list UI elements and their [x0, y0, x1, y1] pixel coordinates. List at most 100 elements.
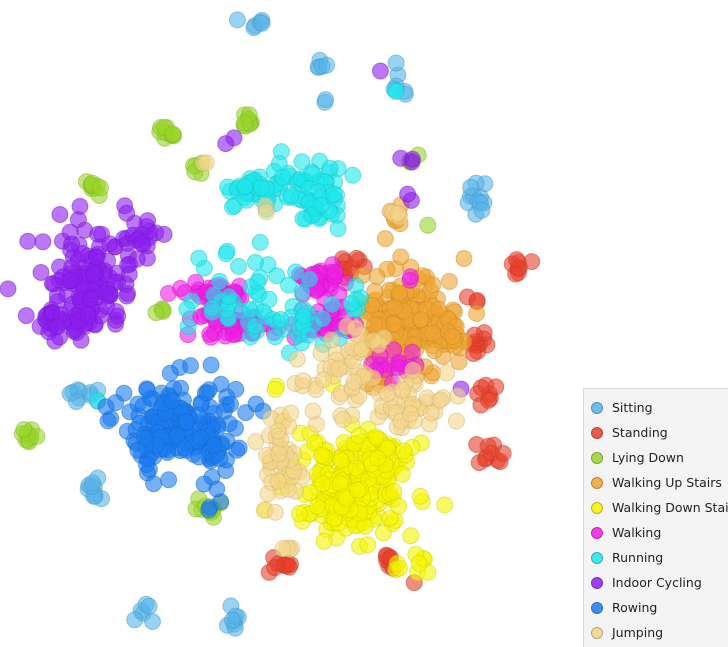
data-point — [402, 268, 419, 286]
legend-item-indoor-cycling: Indoor Cycling — [584, 570, 728, 595]
data-point — [487, 378, 505, 396]
data-point — [15, 421, 33, 438]
data-point — [88, 248, 106, 266]
data-point — [314, 310, 332, 328]
data-point — [315, 532, 333, 550]
data-point — [387, 54, 405, 72]
data-point — [323, 331, 340, 349]
legend-label: Walking Up Stairs — [612, 475, 722, 490]
data-point — [246, 253, 264, 271]
data-point — [389, 205, 407, 222]
data-point — [381, 509, 399, 527]
data-point — [198, 384, 216, 402]
data-point — [19, 232, 37, 250]
data-point — [348, 249, 365, 267]
data-point — [205, 437, 223, 455]
data-point — [107, 394, 125, 412]
legend-item-walking-down-stairs: Walking Down Stairs — [584, 495, 728, 520]
data-point — [144, 613, 161, 630]
data-point — [468, 304, 486, 322]
data-point — [223, 611, 241, 629]
data-point — [330, 360, 348, 378]
data-point — [34, 233, 52, 251]
series-lying-down — [13, 106, 437, 526]
data-point — [101, 286, 119, 303]
data-point — [424, 324, 442, 342]
data-point — [31, 317, 49, 335]
data-point — [368, 268, 386, 285]
data-point — [422, 404, 440, 422]
data-point — [17, 307, 35, 325]
data-point — [190, 249, 208, 267]
data-point — [161, 364, 179, 382]
data-point — [346, 319, 364, 337]
legend-item-rowing: Rowing — [584, 595, 728, 620]
legend-swatch — [591, 501, 603, 514]
data-point — [67, 393, 85, 411]
data-point — [134, 397, 152, 415]
data-point — [367, 428, 385, 446]
data-point — [269, 472, 287, 490]
data-point — [160, 471, 178, 489]
data-point — [325, 185, 343, 203]
data-point — [139, 212, 157, 230]
data-point — [259, 485, 277, 503]
data-point — [425, 342, 443, 360]
data-point — [49, 318, 67, 336]
data-point — [419, 216, 437, 234]
data-point — [118, 204, 136, 222]
data-point — [294, 210, 312, 228]
data-point — [270, 445, 288, 463]
legend-label: Standing — [612, 425, 668, 440]
data-point — [473, 201, 491, 219]
data-point — [313, 475, 331, 493]
legend-label: Sitting — [612, 400, 653, 415]
data-point — [350, 427, 368, 445]
series-rowing — [97, 356, 272, 519]
data-point — [132, 234, 150, 252]
data-point — [145, 475, 163, 493]
data-point — [313, 446, 331, 464]
data-point — [202, 356, 220, 374]
data-point — [390, 559, 408, 577]
data-point — [431, 391, 449, 409]
data-point — [182, 357, 199, 375]
data-point — [392, 149, 410, 167]
data-point — [266, 328, 284, 346]
data-point — [164, 125, 182, 143]
data-point — [0, 280, 17, 298]
data-point — [237, 404, 255, 422]
data-point — [371, 62, 389, 80]
data-point — [470, 454, 488, 472]
data-point — [253, 14, 271, 32]
data-point — [359, 536, 377, 554]
data-point — [92, 179, 109, 197]
data-point — [508, 251, 525, 269]
data-point — [253, 179, 270, 197]
data-point — [345, 373, 363, 391]
data-point — [385, 298, 403, 316]
data-point — [241, 301, 259, 318]
legend-item-jumping: Jumping — [584, 620, 728, 645]
legend-swatch — [591, 626, 603, 639]
data-point — [411, 487, 429, 505]
data-point — [317, 91, 335, 109]
series-sitting — [61, 11, 494, 637]
data-point — [379, 385, 397, 403]
data-point — [337, 490, 355, 508]
data-point — [210, 272, 228, 290]
data-point — [236, 114, 253, 132]
data-point — [147, 304, 165, 322]
data-point — [192, 429, 209, 447]
data-point — [348, 481, 366, 499]
data-point — [438, 364, 456, 382]
data-point — [200, 501, 218, 519]
data-point — [323, 295, 341, 313]
data-point — [179, 318, 197, 336]
data-point — [217, 245, 235, 263]
data-point — [223, 198, 241, 216]
data-point — [385, 315, 402, 333]
data-point — [266, 380, 284, 398]
data-point — [138, 456, 155, 473]
data-point — [128, 250, 146, 268]
